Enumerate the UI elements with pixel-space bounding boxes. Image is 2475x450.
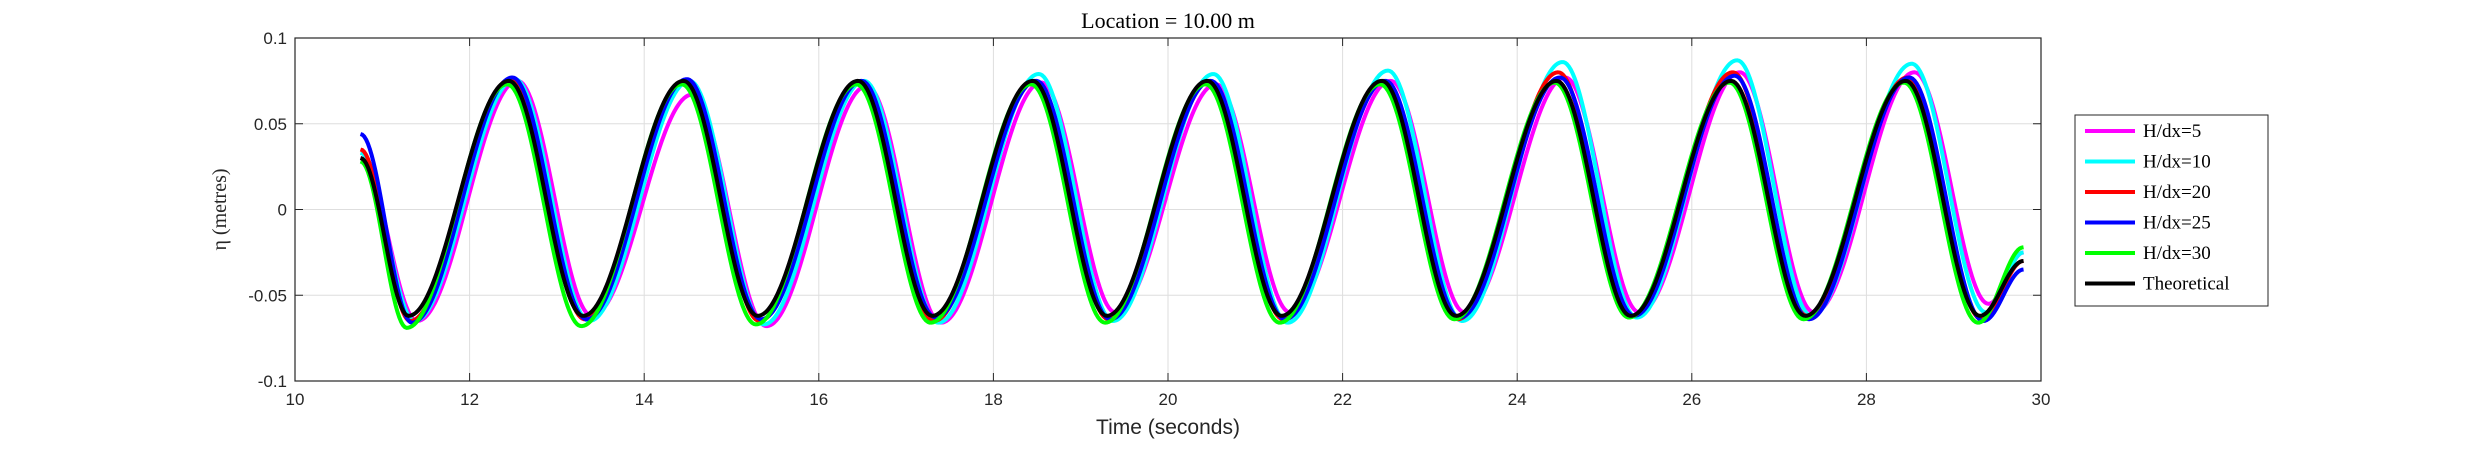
- x-tick-label: 16: [809, 390, 828, 409]
- legend-box: [2074, 114, 2269, 307]
- x-tick-label: 14: [635, 390, 654, 409]
- series-line-4: [359, 73, 2024, 325]
- legend-label: H/dx=20: [2143, 182, 2211, 203]
- y-tick-label: -0.05: [248, 286, 287, 305]
- legend-label: H/dx=30: [2143, 243, 2211, 264]
- x-tick-label: 22: [1333, 390, 1352, 409]
- series-line-6: [359, 78, 2024, 318]
- y-tick-label: 0.05: [254, 115, 287, 134]
- legend-label: Theoretical: [2143, 274, 2230, 295]
- x-tick-label: 28: [1857, 390, 1876, 409]
- x-tick-label: 24: [1508, 390, 1527, 409]
- y-tick-label: 0.1: [263, 29, 287, 48]
- x-tick-label: 10: [286, 390, 305, 409]
- legend-label: H/dx=5: [2143, 121, 2201, 142]
- ticks: 10 12 14 16 18 20 22 24 26 28 30 0.1 0.05 0 -0.05 -0.1: [248, 29, 2050, 409]
- x-tick-label: 30: [2032, 390, 2051, 409]
- x-tick-label: 26: [1682, 390, 1701, 409]
- x-axis-label: Time (seconds): [1096, 416, 1240, 439]
- chart-title: Location = 10.00 m: [1081, 8, 1255, 33]
- x-tick-label: 18: [984, 390, 1003, 409]
- series-line-1: [360, 70, 2024, 329]
- legend-label: H/dx=25: [2143, 213, 2211, 234]
- y-tick-label: -0.1: [258, 372, 287, 391]
- legend-label: H/dx=10: [2143, 152, 2211, 173]
- x-tick-label: 20: [1159, 390, 1178, 409]
- y-axis-label: η (metres): [209, 168, 231, 250]
- x-tick-label: 12: [460, 390, 479, 409]
- legend: H/dx=5 H/dx=10 H/dx=20 H/dx=25 H/dx=30 Theore…: [2074, 114, 2269, 307]
- series-layer: [359, 58, 2024, 330]
- y-tick-label: 0: [278, 201, 287, 220]
